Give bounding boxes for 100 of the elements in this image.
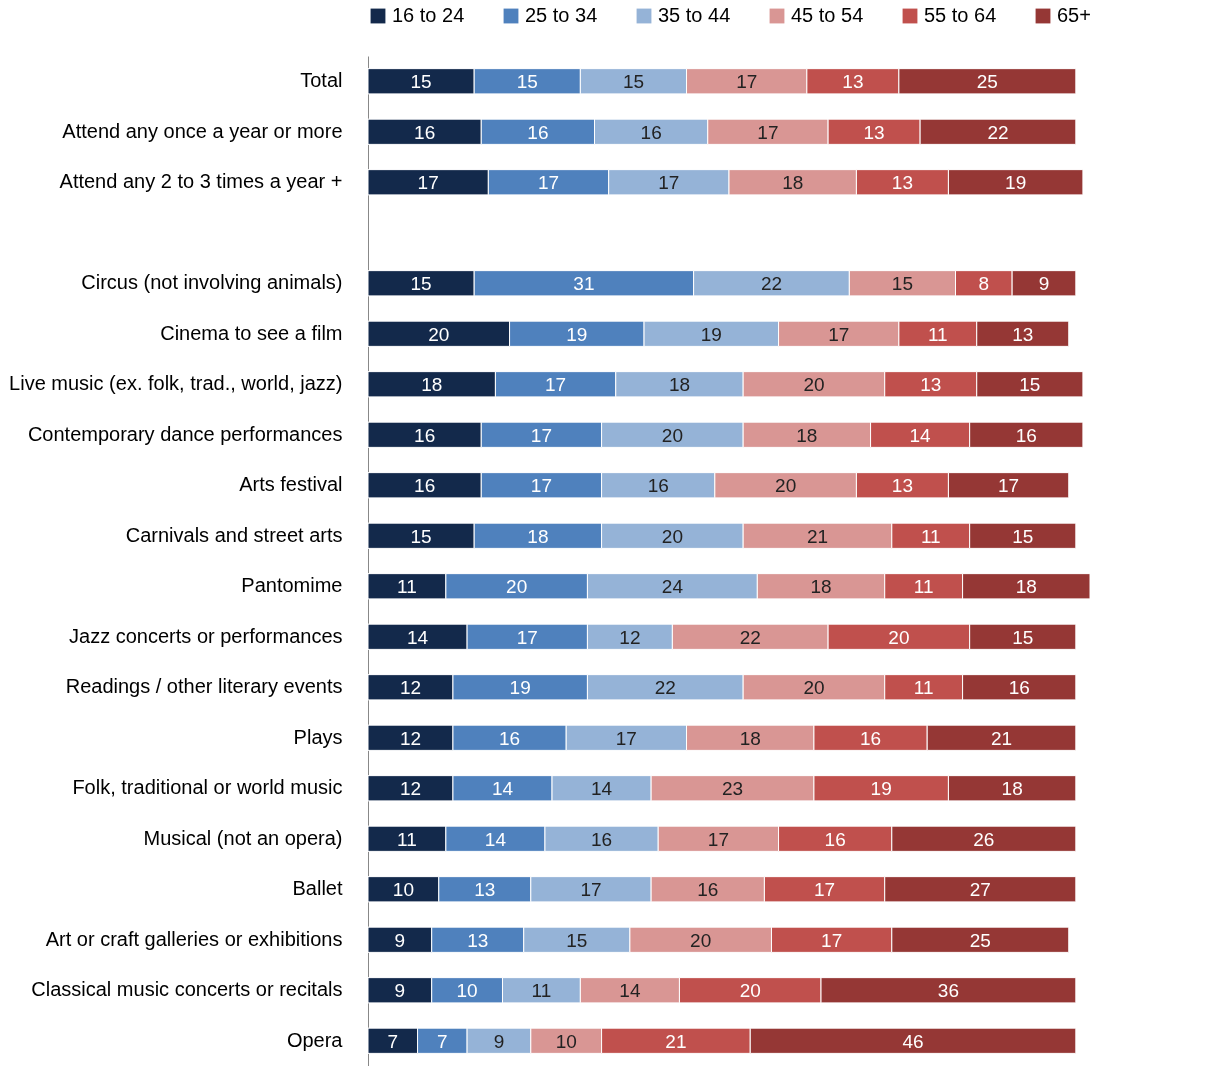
data-label: 17 [615,727,637,749]
legend-label: 25 to 34 [525,4,598,26]
data-label: 20 [506,576,528,598]
data-label: 16 [591,828,613,850]
y-tick-label: Carnivals and street arts [125,523,343,546]
data-label: 16 [527,121,549,143]
data-label: 23 [721,778,744,800]
data-label: 11 [913,576,934,598]
data-label: 17 [516,626,538,648]
data-label: 18 [739,727,761,749]
data-label: 19 [566,323,588,345]
data-label: 12 [619,626,641,648]
data-label: 46 [902,1030,924,1052]
data-label: 15 [516,71,538,93]
data-label: 18 [1015,576,1037,598]
data-label: 18 [796,424,818,446]
data-label: 24 [661,576,684,598]
data-label: 20 [661,424,683,446]
y-tick-label: Contemporary dance performances [27,422,343,445]
data-label: 13 [863,121,885,143]
data-label: 13 [920,374,942,396]
data-label: 14 [619,980,641,1002]
data-label: 15 [891,273,913,295]
data-label: 20 [803,677,825,699]
data-label: 17 [580,879,602,901]
y-tick-label: Circus (not involving animals) [81,271,343,294]
data-label: 10 [555,1030,577,1052]
data-label: 15 [1012,525,1034,547]
y-tick-label: Pantomime [241,574,343,597]
data-label: 22 [987,121,1009,143]
data-label: 9 [394,980,406,1002]
y-tick-label: Attend any 2 to 3 times a year + [59,170,343,193]
y-tick-label: Arts festival [239,473,343,496]
data-label: 14 [484,828,507,850]
y-tick-label: Art or craft galleries or exhibitions [45,927,343,950]
data-label: 17 [821,929,843,951]
data-label: 14 [909,424,932,446]
data-label: 18 [668,374,691,396]
legend-label: 35 to 44 [658,4,731,26]
y-tick-label: Folk, traditional or world music [72,776,343,799]
data-label: 17 [545,374,567,396]
data-label: 27 [969,879,991,901]
y-tick-label: Cinema to see a film [160,321,343,344]
data-label: 18 [421,374,443,396]
data-label: 10 [392,879,414,901]
data-label: 17 [736,71,758,93]
data-label: 11 [913,677,934,699]
data-label: 13 [474,879,496,901]
data-label: 17 [757,121,779,143]
data-label: 7 [387,1030,399,1052]
data-label: 13 [891,475,913,497]
y-tick-label: Live music (ex. folk, trad., world, jazz) [9,372,343,395]
data-label: 13 [891,172,913,194]
data-label: 15 [1012,626,1034,648]
data-label: 12 [399,677,422,699]
data-label: 15 [410,525,432,547]
data-label: 22 [654,677,676,699]
data-label: 16 [414,424,436,446]
data-label: 11 [927,323,948,345]
data-label: 15 [1019,374,1041,396]
data-label: 16 [697,879,719,901]
data-label: 16 [640,121,662,143]
legend-label: 65+ [1057,4,1091,26]
legend-label: 45 to 54 [791,4,864,26]
data-label: 8 [978,273,990,295]
data-label: 20 [775,475,797,497]
legend-label: 16 to 24 [392,4,465,26]
data-label: 17 [530,424,552,446]
data-label: 14 [591,778,613,800]
data-label: 22 [760,273,783,295]
data-label: 25 [969,929,991,951]
data-label: 18 [810,576,832,598]
data-label: 11 [531,980,552,1002]
data-label: 17 [998,475,1020,497]
y-tick-label: Total [300,69,343,92]
data-label: 15 [566,929,588,951]
data-label: 20 [739,980,761,1002]
data-label: 20 [690,929,712,951]
data-label: 12 [399,727,422,749]
data-label: 18 [1001,778,1023,800]
data-label: 16 [824,828,846,850]
data-label: 20 [803,374,825,396]
data-label: 11 [397,828,417,850]
data-label: 22 [739,626,761,648]
y-tick-label: Plays [293,725,343,748]
data-label: 16 [1008,677,1030,699]
y-tick-label: Attend any once a year or more [62,119,343,142]
data-label: 19 [1005,172,1027,194]
data-label: 7 [437,1030,448,1052]
data-label: 17 [530,475,552,497]
data-label: 15 [622,71,645,93]
data-label: 16 [647,475,669,497]
data-label: 13 [842,71,864,93]
data-label: 17 [828,323,850,345]
y-tick-label: Ballet [292,877,343,900]
data-label: 19 [700,323,722,345]
data-label: 10 [456,980,478,1002]
data-label: 16 [414,475,436,497]
data-label: 19 [509,677,531,699]
data-label: 16 [414,121,436,143]
